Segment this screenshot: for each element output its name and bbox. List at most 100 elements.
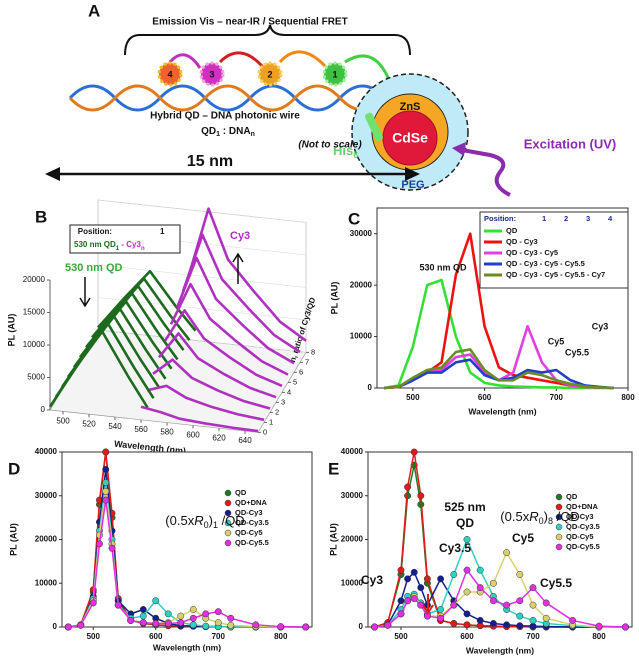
- brace: [124, 24, 411, 56]
- marker: [410, 595, 418, 603]
- marker: [423, 575, 431, 583]
- fret-arrow: [218, 51, 264, 68]
- marker: [476, 584, 484, 592]
- z-tick-label: 8: [311, 347, 315, 356]
- legend-label: QD-Cy3: [235, 508, 263, 517]
- his-sub: 6: [353, 150, 358, 160]
- z-tick-label: 0: [263, 427, 267, 436]
- x-tick-label: 580: [160, 428, 174, 437]
- spectrum: [152, 358, 271, 410]
- y-tick-label: 0: [53, 622, 58, 631]
- y-tick-label: 40000: [35, 447, 58, 456]
- marker: [450, 620, 458, 627]
- annotation: Cy3: [592, 321, 609, 331]
- marker: [529, 584, 537, 592]
- arrow-head: [452, 142, 466, 156]
- ratio-part: 8: [548, 516, 553, 526]
- ratio-part: (0.5x: [165, 513, 194, 528]
- y-tick-label: 10000: [35, 578, 58, 587]
- z-tick-label: 6: [299, 367, 303, 376]
- legend-label: QD: [566, 492, 578, 501]
- z-tick-label: 1: [269, 417, 273, 426]
- legend-label: QD-Cy3: [566, 512, 594, 521]
- x-tick-label: 800: [274, 632, 288, 641]
- ratio-part: ): [544, 509, 548, 524]
- legend-swatch: [555, 533, 563, 541]
- marker: [463, 566, 471, 574]
- marker: [102, 487, 110, 495]
- panel-letter: B: [35, 207, 47, 226]
- annotation: 530 nm QD: [419, 262, 467, 272]
- marker: [463, 621, 471, 629]
- qd-label: QD: [456, 516, 474, 530]
- legend-box: [479, 211, 629, 289]
- annotation: Cy5.5: [540, 576, 572, 590]
- marker: [542, 614, 550, 622]
- marker: [214, 619, 222, 627]
- his-tag: [365, 112, 383, 142]
- ratio-sub: n: [251, 131, 255, 138]
- spectrum: [175, 256, 295, 365]
- marker: [127, 616, 135, 624]
- legend-box: [69, 224, 181, 254]
- x-tick-label: 700: [212, 632, 226, 641]
- marker: [102, 496, 110, 504]
- dye: [322, 61, 348, 87]
- marker: [108, 544, 116, 552]
- grid-line: [97, 264, 307, 288]
- legend-swatch: [555, 493, 563, 501]
- legend-swatch: [224, 529, 232, 537]
- legend-position: 1: [542, 214, 546, 223]
- ratio-part: 0: [204, 520, 209, 530]
- ratio-part: QD: [201, 126, 216, 137]
- marker: [529, 616, 537, 624]
- z-tick-label: 2: [275, 407, 279, 416]
- dye: [157, 61, 183, 87]
- dye-label: 1: [332, 69, 337, 79]
- panel: D 0 10000 20000 30000 40000 500 600 700 800 PL (AU…: [8, 447, 313, 652]
- marker: [503, 621, 511, 629]
- core-label: CdSe: [392, 130, 428, 146]
- marker: [437, 606, 445, 613]
- panel-letter: C: [348, 209, 360, 228]
- legend-label: QD-Cy3.5: [235, 518, 269, 527]
- dye: [199, 61, 225, 87]
- grid-line: [97, 199, 307, 223]
- x-tick-label: 500: [406, 393, 420, 402]
- legend-label: QD-Cy5.5: [235, 538, 269, 547]
- marker: [503, 549, 511, 557]
- marker: [64, 623, 72, 631]
- marker: [114, 601, 122, 609]
- marker: [489, 597, 497, 605]
- y-tick-label: 20000: [341, 535, 364, 544]
- x-tick-label: 500: [87, 632, 101, 641]
- x-tick-label: 600: [460, 632, 474, 641]
- panel-a: A Emission Vis – near-IR / Sequential FR…: [45, 1, 616, 197]
- y-tick-label: 10000: [23, 340, 46, 349]
- red-arrow: [422, 594, 434, 615]
- ratio-part: 1: [213, 520, 218, 530]
- legend-swatch: [224, 539, 232, 547]
- x-axis-label: Wavelength (nm): [153, 642, 221, 652]
- x-tick-label: 500: [394, 632, 408, 641]
- marker: [417, 584, 425, 592]
- y-tick-label: 30000: [35, 491, 58, 500]
- annotation: Cy5.5: [565, 347, 589, 357]
- excitation-label: Excitation (UV): [524, 136, 616, 151]
- ratio-part: R: [529, 509, 538, 524]
- marker: [189, 606, 197, 613]
- ratio-label: (0.5xR0)8 /QD: [500, 509, 579, 526]
- marker: [202, 610, 210, 618]
- marker: [450, 571, 458, 578]
- legend-label: QD - Cy3 - Cy5: [506, 248, 558, 257]
- marker: [302, 623, 310, 631]
- marker: [410, 568, 418, 576]
- marker: [516, 622, 524, 630]
- marker: [503, 601, 511, 609]
- marker: [410, 448, 418, 456]
- marker: [277, 623, 285, 631]
- marker: [397, 566, 405, 574]
- legend-label: QD-Cy3.5: [566, 522, 600, 531]
- x-tick-label: 800: [592, 632, 606, 641]
